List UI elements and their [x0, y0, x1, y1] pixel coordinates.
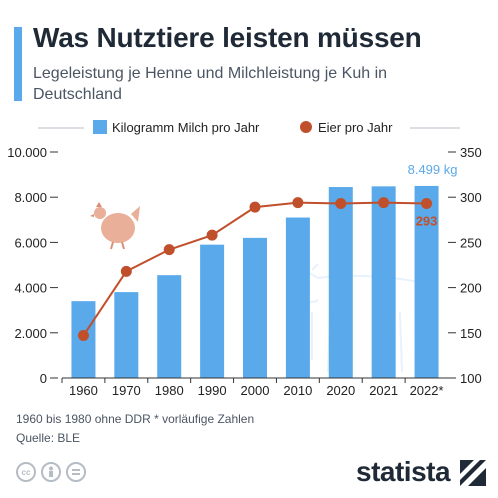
cow-illustration	[290, 261, 432, 373]
milk-last-label: 8.499 kg	[408, 162, 458, 177]
left-axis-tick-label: 0	[40, 371, 47, 386]
right-axis: 100 150 200 250 300 350	[448, 145, 482, 386]
x-axis-tick-label: 1970	[112, 383, 141, 398]
brand-logo[interactable]: statista	[356, 456, 451, 487]
right-axis-tick-label: 250	[460, 235, 482, 250]
eggs-last-label: 293	[416, 214, 438, 229]
bar	[157, 275, 182, 378]
chicken-illustration	[90, 202, 140, 250]
left-axis: 0 2.000 4.000 6.000 8.000 10.000	[7, 145, 58, 386]
egg-point	[292, 197, 304, 209]
left-axis-tick-label: 4.000	[14, 281, 47, 296]
bar	[414, 185, 439, 378]
egg-point	[77, 330, 89, 342]
source-note: Quelle: BLE	[16, 431, 81, 445]
egg-point	[120, 265, 132, 277]
chart-subtitle: Legeleistung je Henne und Milchleistung …	[33, 65, 388, 103]
x-axis-tick-label: 1990	[198, 383, 227, 398]
egg-point	[206, 229, 218, 241]
x-axis: 1960 1970 1980 1990 2000 2010 2020 2021 2022*	[61, 378, 444, 398]
line-series	[77, 197, 433, 342]
x-axis-tick-label: 2000	[241, 383, 270, 398]
legend: Kilogramm Milch pro Jahr Eier pro Jahr	[38, 120, 460, 135]
right-axis-tick-label: 300	[460, 190, 482, 205]
license-icons: cc	[16, 462, 86, 482]
left-axis-tick-label: 10.000	[7, 145, 47, 160]
brand-logo-mark	[460, 460, 486, 486]
annotations: 8.499 kg 293	[408, 162, 458, 229]
bar	[371, 186, 396, 378]
right-axis-tick-label: 150	[460, 326, 482, 341]
right-axis-tick-label: 200	[460, 281, 482, 296]
legend-milk-swatch	[93, 120, 107, 134]
egg-point	[421, 198, 433, 210]
egg-point	[335, 198, 347, 210]
egg-point	[249, 201, 261, 213]
egg-point	[378, 197, 390, 209]
right-axis-tick-label: 100	[460, 371, 482, 386]
x-axis-tick-label: 2022*	[410, 383, 444, 398]
egg-point	[163, 244, 175, 256]
left-axis-tick-label: 8.000	[14, 190, 47, 205]
legend-eggs-swatch	[300, 121, 312, 133]
chart-title: Was Nutztiere leisten müssen	[33, 22, 422, 53]
x-axis-tick-label: 2010	[283, 383, 312, 398]
legend-eggs-label: Eier pro Jahr	[318, 120, 393, 135]
bar-series	[71, 185, 439, 378]
bar	[328, 187, 353, 378]
x-axis-tick-label: 2021	[369, 383, 398, 398]
bar	[200, 244, 225, 378]
by-icon[interactable]	[41, 462, 61, 482]
footnote: 1960 bis 1980 ohne DDR * vorläufige Zahl…	[16, 412, 255, 426]
nd-icon[interactable]	[66, 462, 86, 482]
x-axis-tick-label: 2020	[326, 383, 355, 398]
right-axis-tick-label: 350	[460, 145, 482, 160]
left-axis-tick-label: 2.000	[14, 326, 47, 341]
bar	[285, 217, 310, 378]
x-axis-tick-label: 1980	[155, 383, 184, 398]
x-axis-tick-label: 1960	[69, 383, 98, 398]
cc-icon[interactable]: cc	[16, 462, 36, 482]
bar	[243, 237, 267, 378]
title-accent-bar	[14, 27, 22, 101]
left-axis-tick-label: 6.000	[14, 235, 47, 250]
bar	[114, 292, 139, 378]
legend-milk-label: Kilogramm Milch pro Jahr	[112, 120, 260, 135]
